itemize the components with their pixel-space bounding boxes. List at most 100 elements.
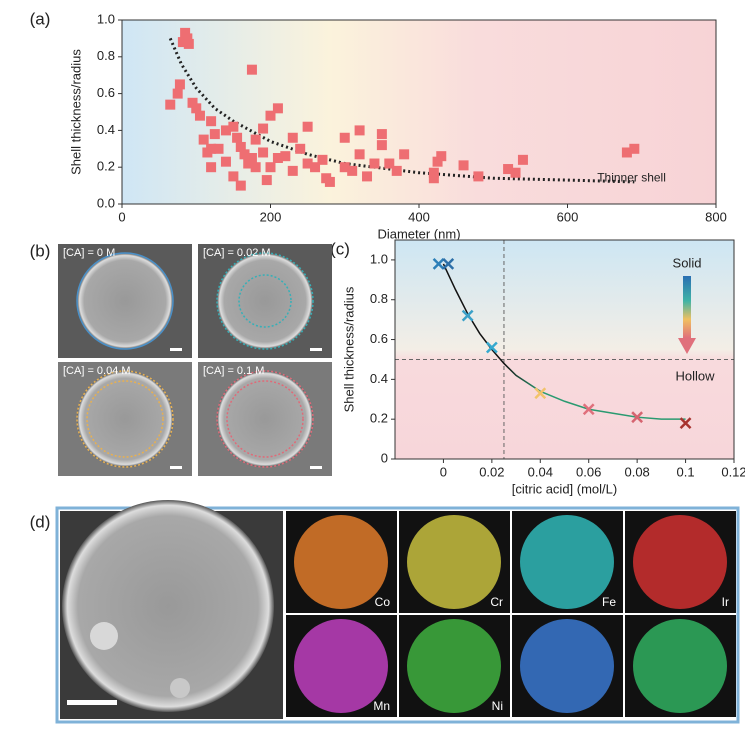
x-tick-label: 0.08 — [624, 464, 649, 479]
point — [172, 88, 183, 99]
y-axis-label: Shell thickness/radius — [68, 49, 83, 175]
caption: [CA] = 0.04 M — [63, 365, 131, 377]
point — [324, 176, 335, 187]
element-label: Co — [375, 595, 391, 609]
point — [280, 151, 291, 162]
point — [272, 153, 283, 163]
particle — [77, 371, 173, 467]
point — [376, 129, 387, 140]
x-tick-label: 0.1 — [677, 464, 695, 479]
x-tick-label: 0.04 — [528, 464, 553, 479]
particle-outline — [76, 252, 174, 350]
y-axis-label: Shell thickness/radius — [341, 286, 356, 412]
point — [339, 162, 350, 173]
point — [458, 160, 469, 171]
point — [347, 165, 358, 176]
point — [295, 143, 306, 154]
element-signal — [520, 619, 614, 713]
y-tick-label: 0.6 — [97, 85, 115, 100]
y-tick-label: 0.8 — [97, 48, 115, 63]
point — [461, 309, 474, 322]
element-signal — [633, 515, 727, 609]
point — [473, 171, 484, 182]
point — [206, 116, 217, 127]
element-signal — [633, 619, 727, 713]
y-tick-label: 0.0 — [97, 195, 115, 210]
point — [369, 158, 380, 169]
scale-bar — [170, 348, 182, 351]
y-tick-label: 1.0 — [97, 11, 115, 26]
point — [582, 403, 595, 416]
point — [165, 99, 176, 110]
point — [302, 158, 313, 169]
point — [432, 156, 443, 167]
y-tick-label: 1.0 — [370, 251, 388, 266]
scale-bar — [170, 466, 182, 469]
element-signal — [294, 515, 388, 609]
point — [384, 158, 395, 169]
point — [317, 154, 328, 165]
point — [258, 123, 269, 134]
annotation: Hollow — [675, 368, 715, 383]
point — [510, 167, 521, 178]
element-label: Fe — [602, 595, 616, 609]
point — [228, 171, 239, 182]
y-tick-label: 0.2 — [370, 411, 388, 426]
point — [302, 121, 313, 132]
y-tick-label: 0.2 — [97, 159, 115, 174]
element-signal — [407, 515, 501, 609]
inclusion — [170, 678, 190, 698]
x-tick-label: 0 — [440, 464, 447, 479]
point — [198, 134, 209, 145]
caption: [CA] = 0.1 M — [203, 365, 264, 377]
particle — [217, 371, 313, 467]
element-signal — [294, 619, 388, 713]
point — [220, 156, 231, 167]
annotation: Solid — [673, 255, 702, 270]
point — [428, 173, 439, 184]
point — [250, 162, 261, 173]
element-label: Cr — [490, 595, 503, 609]
x-axis-label: [citric acid] (mol/L) — [512, 481, 617, 496]
point — [174, 79, 185, 90]
panel-label: (d) — [30, 512, 51, 531]
point — [243, 158, 254, 169]
point — [220, 125, 231, 136]
point — [272, 103, 283, 114]
point — [362, 171, 373, 182]
x-tick-label: 800 — [705, 209, 727, 224]
arrow-shaft — [683, 276, 691, 338]
point — [250, 134, 261, 145]
point — [287, 132, 298, 143]
point — [339, 132, 350, 143]
point — [517, 154, 528, 165]
x-axis-label: Diameter (nm) — [377, 226, 460, 241]
point — [194, 110, 205, 121]
scale-bar — [310, 348, 322, 351]
point — [436, 151, 447, 162]
point — [246, 153, 257, 163]
inclusion — [90, 622, 118, 650]
point — [679, 417, 692, 430]
point — [629, 143, 640, 154]
particle — [62, 500, 274, 712]
scale-bar — [67, 700, 117, 705]
x-tick-label: 0.06 — [576, 464, 601, 479]
point — [287, 165, 298, 176]
panel-label: (a) — [30, 9, 51, 28]
element-signal — [520, 515, 614, 609]
x-tick-label: 400 — [408, 209, 430, 224]
y-tick-label: 0.6 — [370, 331, 388, 346]
particle-outline — [216, 252, 314, 350]
point — [485, 341, 498, 354]
point — [399, 149, 410, 160]
point — [428, 167, 439, 178]
y-tick-label: 0.4 — [97, 122, 115, 137]
point — [310, 162, 321, 173]
point — [265, 110, 276, 121]
point — [239, 149, 250, 160]
panel-label: (b) — [30, 241, 51, 260]
scale-bar — [310, 466, 322, 469]
point — [213, 143, 224, 154]
